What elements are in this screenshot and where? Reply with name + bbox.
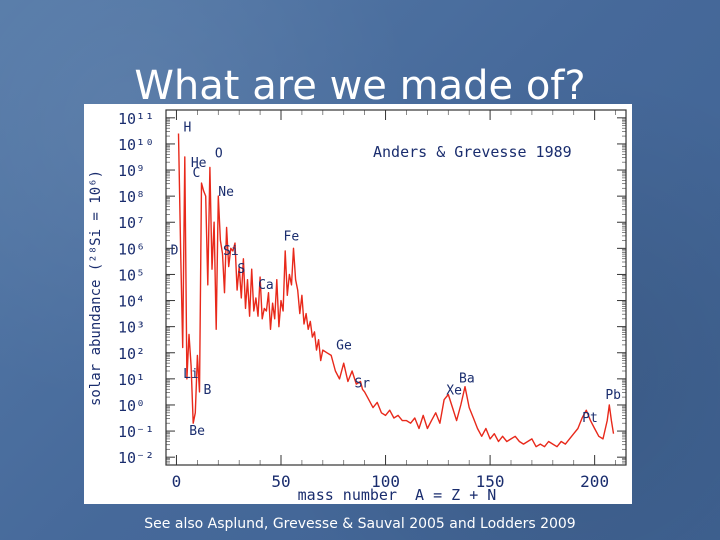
- abundance-chart: 10¹¹ 10¹⁰ 10⁹ 10⁸ 10⁷ 10⁶ 10⁵ 10⁴ 10³ 10² 10¹ 10⁰ 10…: [84, 104, 632, 504]
- y-tick-label: 10⁷: [118, 214, 145, 232]
- y-tick-label: 10⁸: [118, 188, 145, 206]
- element-label-pb: Pb: [605, 388, 621, 403]
- element-label-he: He: [191, 156, 207, 171]
- x-tick-label: 150: [476, 472, 505, 491]
- y-tick-label: 10⁰: [118, 397, 145, 415]
- x-axis-label: mass number A = Z + N: [298, 486, 497, 504]
- abundance-series-line: [177, 133, 615, 448]
- chart-title: Anders & Grevesse 1989: [373, 143, 572, 161]
- plot-frame: [165, 109, 627, 466]
- element-label-pt: Pt: [582, 411, 598, 426]
- element-label-ne: Ne: [218, 185, 234, 200]
- y-tick-label: 10⁵: [118, 266, 145, 284]
- y-axis-label: solar abundance (²⁸Si = 10⁶): [88, 170, 104, 406]
- element-label-ge: Ge: [336, 338, 352, 353]
- slide-title: What are we made of?: [134, 63, 586, 109]
- element-label-s: S: [237, 262, 245, 277]
- y-tick-label: 10¹⁰: [118, 136, 154, 154]
- element-label-b: B: [203, 383, 211, 398]
- element-label-si: Si: [223, 244, 239, 259]
- x-tick-label: 200: [580, 472, 609, 491]
- y-tick-label: 10²: [118, 345, 145, 363]
- element-label-o: O: [215, 146, 223, 161]
- x-tick-label: 100: [371, 472, 400, 491]
- y-tick-label: 10¹: [118, 371, 145, 389]
- element-label-fe: Fe: [284, 229, 300, 244]
- element-label-h: H: [184, 120, 192, 135]
- y-tick-label: 10¹¹: [118, 110, 154, 128]
- y-tick-label: 10⁹: [118, 162, 145, 180]
- element-label-li: Li: [183, 367, 199, 382]
- element-label-d: D: [171, 243, 179, 258]
- element-label-ba: Ba: [459, 372, 475, 387]
- y-tick-label: 10⁻²: [118, 449, 154, 467]
- y-tick-label: 10⁻¹: [118, 423, 154, 441]
- y-tick-label: 10³: [118, 319, 145, 337]
- element-label-xe: Xe: [446, 384, 462, 399]
- element-label-ca: Ca: [258, 278, 274, 293]
- element-label-sr: Sr: [354, 376, 370, 391]
- x-tick-label: 0: [172, 472, 182, 491]
- element-label-c: C: [193, 166, 201, 181]
- y-tick-label: 10⁶: [118, 240, 145, 258]
- footer-note: See also Asplund, Grevesse & Sauval 2005…: [144, 516, 576, 532]
- element-label-be: Be: [189, 424, 205, 439]
- x-tick-label: 50: [271, 472, 290, 491]
- y-tick-label: 10⁴: [118, 293, 145, 311]
